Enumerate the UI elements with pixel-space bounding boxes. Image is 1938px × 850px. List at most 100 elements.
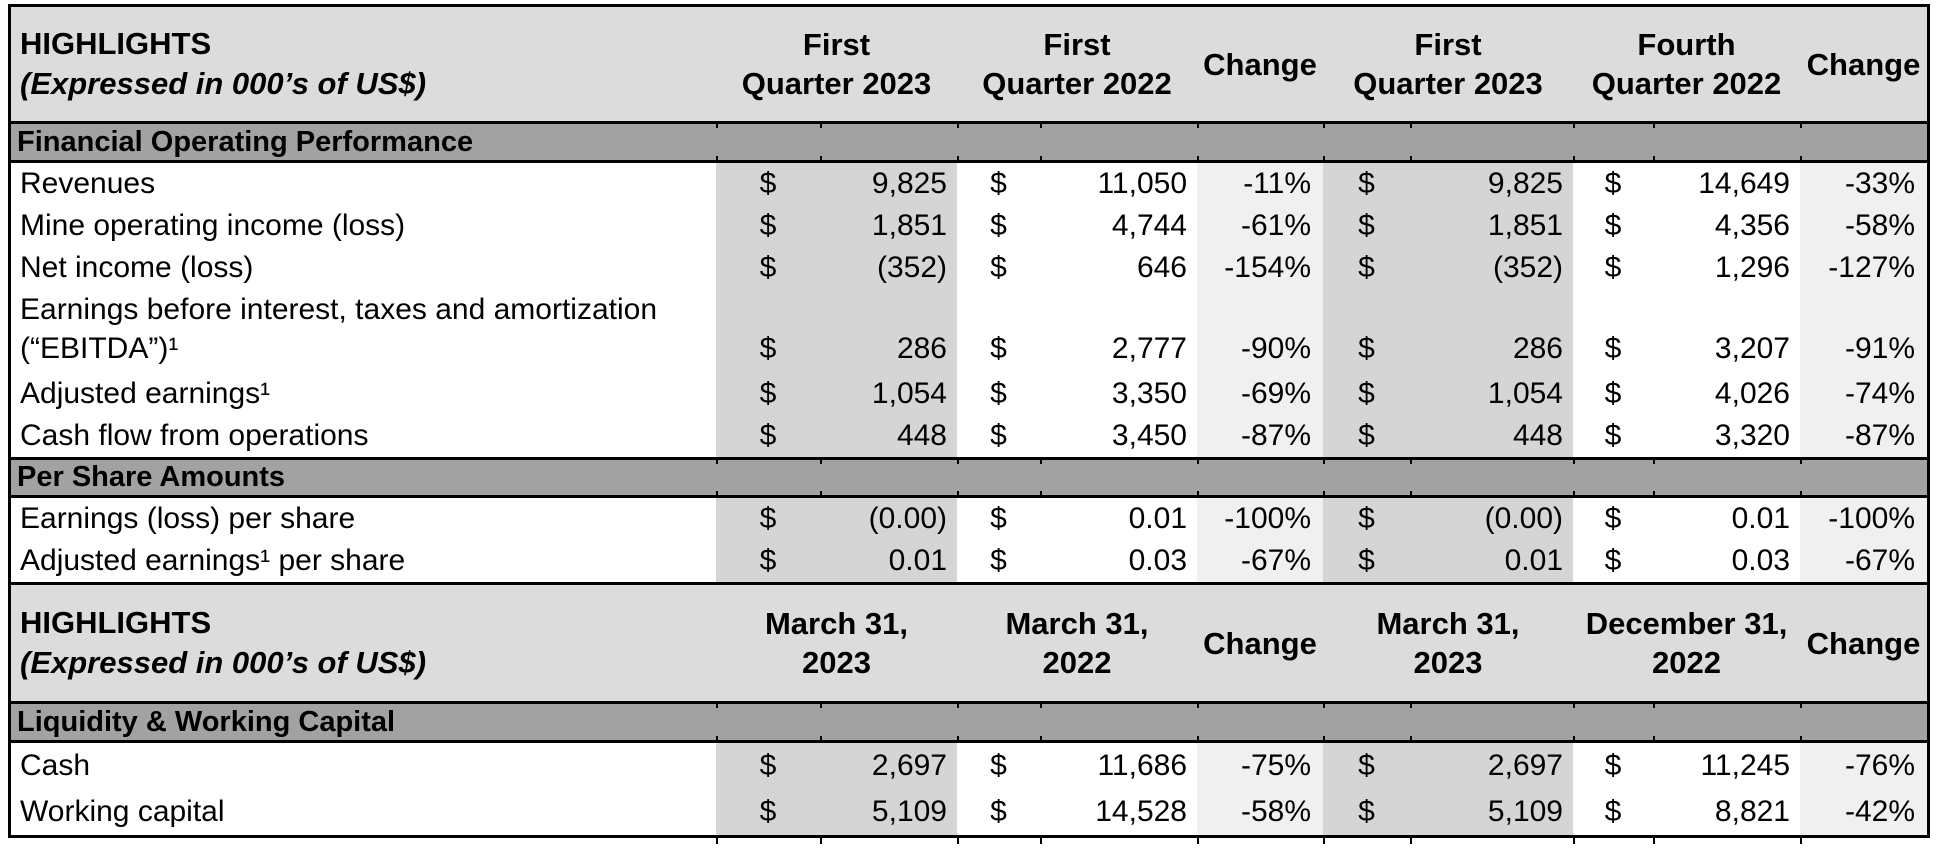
value-cell: 4,356 bbox=[1653, 205, 1800, 247]
value-cell: 9,825 bbox=[820, 163, 957, 205]
column-header-first-quarter-2022: First Quarter 2022 bbox=[982, 27, 1172, 101]
divider bbox=[11, 457, 1927, 460]
column-header-march-31-2023: March 31, 2023 bbox=[764, 606, 908, 680]
change-cell: -91% bbox=[1800, 289, 1927, 373]
table-row-working-capital: Working capital $ 5,109 $ 14,528 -58% $ … bbox=[11, 788, 1927, 835]
change-cell: -100% bbox=[1800, 498, 1927, 540]
table-subtitle: (Expressed in 000’s of US$) bbox=[20, 645, 427, 680]
divider bbox=[11, 740, 1927, 743]
dollar-sign: $ bbox=[1573, 247, 1653, 289]
financial-highlights-table: HIGHLIGHTS (Expressed in 000’s of US$) F… bbox=[8, 4, 1930, 838]
table-row-adjusted-earnings: Adjusted earnings¹ $ 1,054 $ 3,350 -69% … bbox=[11, 373, 1927, 415]
column-header-change-4: Change bbox=[1806, 625, 1921, 661]
dollar-sign: $ bbox=[1323, 373, 1410, 415]
dollar-sign: $ bbox=[716, 205, 820, 247]
value-cell: 3,320 bbox=[1653, 415, 1800, 457]
dollar-sign: $ bbox=[716, 247, 820, 289]
change-cell: -69% bbox=[1197, 373, 1323, 415]
dollar-sign: $ bbox=[1323, 498, 1410, 540]
change-cell: -87% bbox=[1197, 415, 1323, 457]
value-cell: 0.01 bbox=[1040, 498, 1197, 540]
column-header-march-31-2022: March 31, 2022 bbox=[1005, 606, 1149, 680]
dollar-sign: $ bbox=[957, 743, 1040, 788]
dollar-sign: $ bbox=[716, 289, 820, 373]
value-cell: 3,207 bbox=[1653, 289, 1800, 373]
dollar-sign: $ bbox=[716, 415, 820, 457]
table-row-mine-operating-income: Mine operating income (loss) $ 1,851 $ 4… bbox=[11, 205, 1927, 247]
section-financial-operating-performance: Financial Operating Performance bbox=[11, 123, 1927, 161]
row-label: Cash flow from operations bbox=[11, 415, 716, 457]
value-cell: 11,050 bbox=[1040, 163, 1197, 205]
value-cell: 14,649 bbox=[1653, 163, 1800, 205]
table-row-ebitda: Earnings before interest, taxes and amor… bbox=[11, 289, 1927, 373]
dollar-sign: $ bbox=[716, 498, 820, 540]
dollar-sign: $ bbox=[1573, 743, 1653, 788]
divider bbox=[11, 495, 1927, 498]
section-liquidity-working-capital: Liquidity & Working Capital bbox=[11, 703, 1927, 741]
table-row-eps: Earnings (loss) per share $ (0.00) $ 0.0… bbox=[11, 498, 1927, 540]
change-cell: -154% bbox=[1197, 247, 1323, 289]
dollar-sign: $ bbox=[1573, 373, 1653, 415]
dollar-sign: $ bbox=[1323, 743, 1410, 788]
row-label: Revenues bbox=[11, 163, 716, 205]
table2-title-cell: HIGHLIGHTS (Expressed in 000’s of US$) bbox=[11, 585, 716, 701]
row-label: Adjusted earnings¹ per share bbox=[11, 540, 716, 582]
dollar-sign: $ bbox=[1323, 163, 1410, 205]
table-row-cash: Cash $ 2,697 $ 11,686 -75% $ 2,697 $ 11,… bbox=[11, 743, 1927, 788]
value-cell: (0.00) bbox=[1410, 498, 1573, 540]
dollar-sign: $ bbox=[957, 415, 1040, 457]
change-cell: -75% bbox=[1197, 743, 1323, 788]
table2-header-row: HIGHLIGHTS (Expressed in 000’s of US$) M… bbox=[11, 585, 1927, 701]
value-cell: (352) bbox=[820, 247, 957, 289]
dollar-sign: $ bbox=[716, 743, 820, 788]
dollar-sign: $ bbox=[957, 540, 1040, 582]
value-cell: 0.03 bbox=[1040, 540, 1197, 582]
value-cell: 11,686 bbox=[1040, 743, 1197, 788]
table1-header-row: HIGHLIGHTS (Expressed in 000’s of US$) F… bbox=[11, 7, 1927, 121]
dollar-sign: $ bbox=[716, 788, 820, 835]
change-cell: -58% bbox=[1197, 788, 1323, 835]
table-row-net-income: Net income (loss) $ (352) $ 646 -154% $ … bbox=[11, 247, 1927, 289]
row-label: Earnings (loss) per share bbox=[11, 498, 716, 540]
divider bbox=[11, 160, 1927, 163]
dollar-sign: $ bbox=[1573, 415, 1653, 457]
change-cell: -11% bbox=[1197, 163, 1323, 205]
dollar-sign: $ bbox=[957, 163, 1040, 205]
change-cell: -58% bbox=[1800, 205, 1927, 247]
bottom-column-ticks bbox=[11, 838, 1927, 846]
change-cell: -61% bbox=[1197, 205, 1323, 247]
dollar-sign: $ bbox=[716, 163, 820, 205]
divider bbox=[11, 121, 1927, 124]
value-cell: 286 bbox=[1410, 289, 1573, 373]
dollar-sign: $ bbox=[1323, 289, 1410, 373]
dollar-sign: $ bbox=[1573, 289, 1653, 373]
section-per-share-amounts: Per Share Amounts bbox=[11, 459, 1927, 496]
dollar-sign: $ bbox=[957, 788, 1040, 835]
table-row-adjusted-eps: Adjusted earnings¹ per share $ 0.01 $ 0.… bbox=[11, 540, 1927, 582]
dollar-sign: $ bbox=[957, 373, 1040, 415]
value-cell: 448 bbox=[1410, 415, 1573, 457]
value-cell: 4,026 bbox=[1653, 373, 1800, 415]
column-header-march-31-2023-b: March 31, 2023 bbox=[1376, 606, 1520, 680]
change-cell: -76% bbox=[1800, 743, 1927, 788]
divider bbox=[11, 582, 1927, 585]
value-cell: 1,054 bbox=[1410, 373, 1573, 415]
value-cell: 1,851 bbox=[820, 205, 957, 247]
value-cell: 0.03 bbox=[1653, 540, 1800, 582]
value-cell: 1,851 bbox=[1410, 205, 1573, 247]
change-cell: -127% bbox=[1800, 247, 1927, 289]
value-cell: 8,821 bbox=[1653, 788, 1800, 835]
dollar-sign: $ bbox=[1323, 540, 1410, 582]
change-cell: -74% bbox=[1800, 373, 1927, 415]
divider bbox=[11, 701, 1927, 704]
value-cell: 11,245 bbox=[1653, 743, 1800, 788]
value-cell: 0.01 bbox=[820, 540, 957, 582]
dollar-sign: $ bbox=[957, 289, 1040, 373]
value-cell: 2,777 bbox=[1040, 289, 1197, 373]
dollar-sign: $ bbox=[1573, 788, 1653, 835]
dollar-sign: $ bbox=[1573, 163, 1653, 205]
value-cell: 14,528 bbox=[1040, 788, 1197, 835]
table-title: HIGHLIGHTS bbox=[20, 26, 212, 61]
row-label: Working capital bbox=[11, 788, 716, 835]
table-row-cash-flow: Cash flow from operations $ 448 $ 3,450 … bbox=[11, 415, 1927, 457]
